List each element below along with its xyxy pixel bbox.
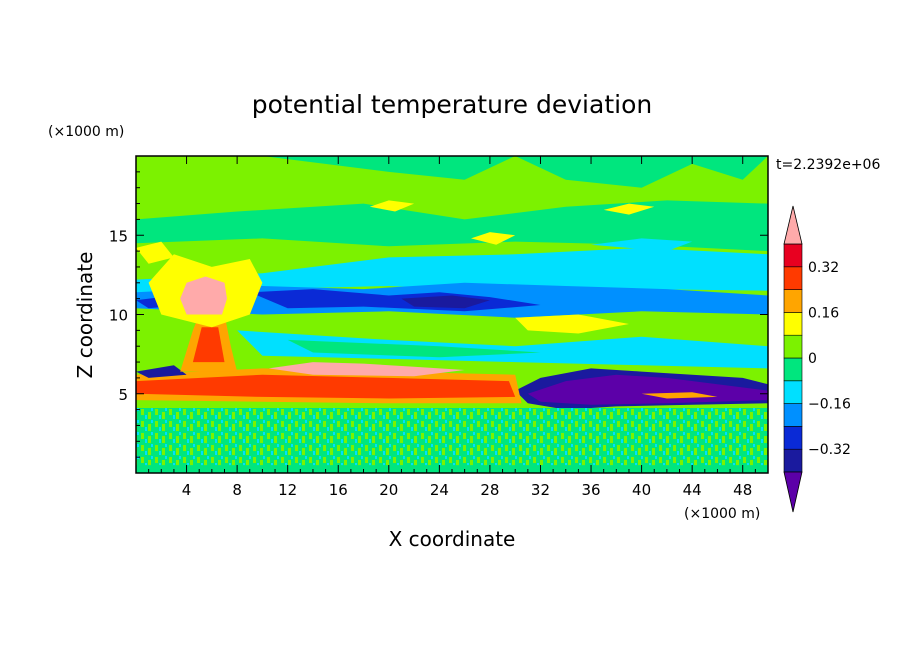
field-cyan-patch bbox=[591, 238, 693, 252]
field-purple-pool bbox=[527, 374, 768, 405]
x-axis-label: X coordinate bbox=[389, 527, 516, 551]
field-cyan-band bbox=[237, 330, 768, 369]
x-tick-label: 48 bbox=[733, 481, 752, 499]
colorbar-tick-label: 0.16 bbox=[808, 305, 839, 321]
colorbar-tick-label: 0 bbox=[808, 351, 817, 367]
y-tick-label: 5 bbox=[118, 386, 128, 404]
x-tick-label: 40 bbox=[632, 481, 651, 499]
plot-field bbox=[136, 156, 768, 473]
colorbar-segment bbox=[783, 334, 803, 359]
field-hot-core bbox=[180, 276, 227, 315]
colorbar-tick-label: 0.32 bbox=[808, 260, 839, 276]
y-unit-label: (×1000 m) bbox=[48, 124, 124, 140]
field-plume-core bbox=[192, 327, 225, 363]
colorbar-segment bbox=[783, 380, 803, 404]
colorbar-bottom-arrow bbox=[783, 471, 803, 513]
x-tick-label: 36 bbox=[581, 481, 600, 499]
field-lower-layer bbox=[136, 408, 768, 473]
field-yellow-patch bbox=[471, 232, 516, 245]
field-pink-band bbox=[268, 362, 465, 377]
colorbar-top-arrow bbox=[783, 205, 803, 245]
y-axis: 5 10 15 bbox=[109, 171, 768, 458]
field-navy-band bbox=[401, 295, 490, 309]
x-tick-label: 4 bbox=[182, 481, 192, 499]
field-green-band bbox=[287, 339, 541, 358]
field-cyan-band bbox=[136, 247, 768, 296]
x-tick-label: 8 bbox=[232, 481, 242, 499]
y-tick-label: 10 bbox=[109, 307, 128, 325]
x-tick-label: 20 bbox=[379, 481, 398, 499]
colorbar-segment bbox=[783, 243, 803, 268]
colorbar: 0.32 0.16 0 −0.16 −0.32 bbox=[783, 205, 851, 513]
x-tick-label: 12 bbox=[278, 481, 297, 499]
colorbar-tick-label: −0.16 bbox=[808, 397, 851, 413]
field-yellow-patch bbox=[603, 203, 655, 215]
field-orange-patch bbox=[641, 392, 718, 399]
x-tick-label: 32 bbox=[531, 481, 550, 499]
colorbar-segment bbox=[783, 448, 803, 473]
y-tick-label: 15 bbox=[109, 227, 128, 245]
x-axis: 4 8 12 16 20 24 28 32 36 40 44 48 bbox=[148, 156, 756, 499]
field-upper-wisp bbox=[262, 156, 516, 180]
time-label: t=2.2392e+06 bbox=[776, 157, 880, 173]
field-upper-wisp bbox=[515, 156, 768, 188]
colorbar-segment bbox=[783, 357, 803, 382]
y-axis-label: Z coordinate bbox=[73, 252, 97, 379]
colorbar-segment bbox=[783, 403, 803, 427]
field-yellow-patch bbox=[369, 200, 415, 212]
field-navy-patch bbox=[136, 365, 187, 378]
chart-title: potential temperature deviation bbox=[252, 90, 652, 119]
colorbar-segment bbox=[783, 289, 803, 313]
field-red-band bbox=[136, 374, 516, 399]
colorbar-segment bbox=[783, 312, 803, 336]
colorbar-segment bbox=[783, 266, 803, 290]
field-green-band bbox=[136, 200, 768, 252]
colorbar-tick-label: −0.32 bbox=[808, 442, 851, 458]
x-tick-label: 44 bbox=[683, 481, 702, 499]
x-tick-label: 24 bbox=[430, 481, 449, 499]
x-tick-label: 28 bbox=[480, 481, 499, 499]
field-yellow-patch bbox=[136, 241, 174, 264]
field-yellow-patch bbox=[515, 314, 629, 334]
x-unit-label: (×1000 m) bbox=[684, 506, 760, 522]
colorbar-segment bbox=[783, 426, 803, 450]
x-tick-label: 16 bbox=[329, 481, 348, 499]
